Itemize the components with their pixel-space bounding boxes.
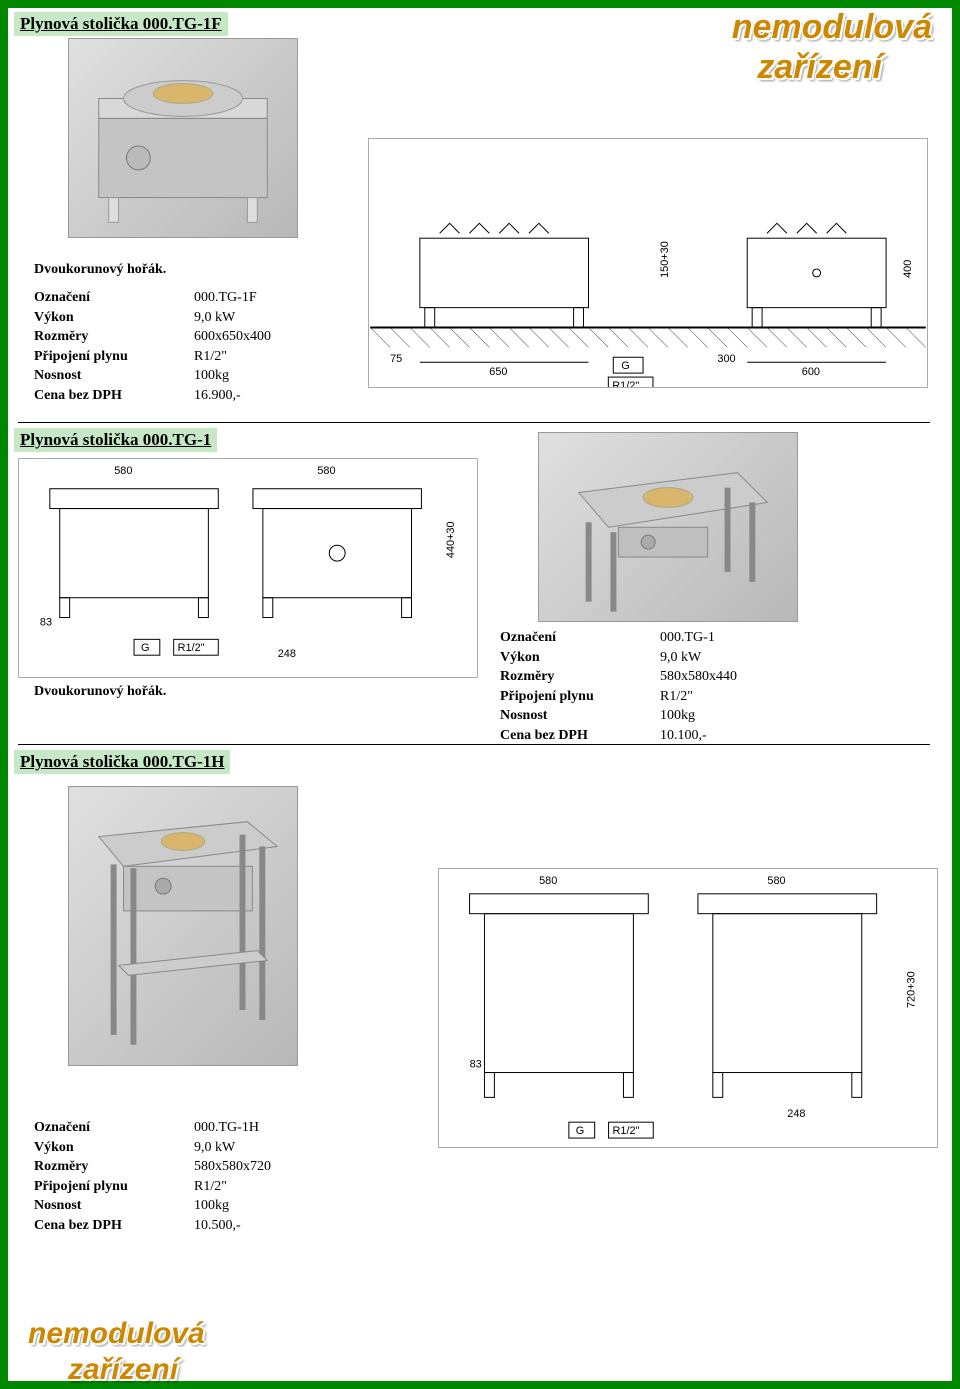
product1-photo-svg [69, 39, 297, 237]
spec-value: 100kg [660, 706, 695, 726]
product2-subhead: Dvoukorunový hořák. [34, 684, 166, 700]
svg-text:650: 650 [489, 366, 507, 378]
svg-text:580: 580 [539, 875, 557, 887]
product2-title: Plynová stolička 000.TG-1 [14, 428, 217, 452]
svg-text:400: 400 [902, 260, 914, 278]
spec-value: 10.500,- [194, 1216, 241, 1236]
svg-text:580: 580 [767, 875, 785, 887]
svg-text:300: 300 [717, 353, 735, 365]
spec-value: 000.TG-1 [660, 628, 715, 648]
spec-label: Rozměry [34, 327, 194, 347]
product3-photo [68, 786, 298, 1066]
spec-value: R1/2" [194, 347, 227, 367]
spec-label: Rozměry [34, 1157, 194, 1177]
product2-diagram: 580 580 440+30 83 248 G R1/2" [18, 458, 478, 678]
spec-value: 580x580x720 [194, 1157, 271, 1177]
spec-value: 600x650x400 [194, 327, 271, 347]
page-footer-line2: zařízení [68, 1353, 932, 1387]
spec-value: 16.900,- [194, 386, 241, 406]
product3-spec-table: Označení000.TG-1H Výkon9,0 kW Rozměry580… [34, 1118, 271, 1236]
svg-text:720+30: 720+30 [905, 971, 917, 1008]
spec-value: 580x580x440 [660, 667, 737, 687]
spec-value: R1/2" [194, 1177, 227, 1197]
spec-label: Cena bez DPH [500, 726, 660, 746]
svg-text:G: G [141, 642, 149, 654]
svg-text:G: G [621, 360, 629, 372]
svg-text:248: 248 [278, 648, 296, 660]
page-heading-line2: zařízení [757, 48, 882, 87]
spec-value: 9,0 kW [194, 1138, 235, 1158]
spec-label: Nosnost [500, 706, 660, 726]
page-footer-line1: nemodulová [28, 1317, 932, 1351]
svg-text:R1/2": R1/2" [612, 380, 639, 387]
spec-label: Cena bez DPH [34, 1216, 194, 1236]
svg-text:440+30: 440+30 [445, 521, 457, 558]
spec-label: Rozměry [500, 667, 660, 687]
spec-label: Označení [500, 628, 660, 648]
svg-text:248: 248 [787, 1108, 805, 1120]
svg-text:R1/2": R1/2" [613, 1125, 640, 1137]
spec-label: Výkon [34, 308, 194, 328]
spec-label: Výkon [500, 648, 660, 668]
svg-text:580: 580 [317, 465, 335, 477]
product2-spec-table: Označení000.TG-1 Výkon9,0 kW Rozměry580x… [500, 628, 737, 746]
spec-value: R1/2" [660, 687, 693, 707]
section-divider [18, 744, 930, 745]
spec-label: Nosnost [34, 1196, 194, 1216]
product1-subhead: Dvoukorunový hořák. [34, 262, 166, 278]
spec-value: 000.TG-1H [194, 1118, 259, 1138]
product1-photo [68, 38, 298, 238]
spec-label: Připojení plynu [34, 1177, 194, 1197]
spec-label: Výkon [34, 1138, 194, 1158]
svg-text:83: 83 [40, 616, 52, 628]
spec-value: 100kg [194, 1196, 229, 1216]
section-divider [18, 422, 930, 423]
svg-text:75: 75 [390, 353, 402, 365]
product3-title: Plynová stolička 000.TG-1H [14, 750, 230, 774]
spec-label: Označení [34, 1118, 194, 1138]
svg-text:83: 83 [470, 1059, 482, 1071]
svg-text:G: G [576, 1125, 584, 1137]
product1-diagram: 650 75 600 300 G R1/2" 150+30 400 [368, 138, 928, 388]
spec-label: Cena bez DPH [34, 386, 194, 406]
product1-title: Plynová stolička 000.TG-1F [14, 12, 228, 36]
spec-value: 9,0 kW [660, 648, 701, 668]
spec-value: 9,0 kW [194, 308, 235, 328]
spec-label: Označení [34, 288, 194, 308]
page-heading-line1: nemodulová [732, 8, 932, 47]
svg-text:150+30: 150+30 [659, 241, 671, 278]
svg-text:600: 600 [802, 366, 820, 378]
spec-label: Nosnost [34, 366, 194, 386]
product2-photo [538, 432, 798, 622]
spec-value: 000.TG-1F [194, 288, 257, 308]
product1-spec-table: Označení000.TG-1F Výkon9,0 kW Rozměry600… [34, 288, 271, 406]
svg-text:580: 580 [114, 465, 132, 477]
spec-label: Připojení plynu [34, 347, 194, 367]
spec-value: 10.100,- [660, 726, 707, 746]
product3-diagram: 580 580 720+30 83 248 G R1/2" [438, 868, 938, 1148]
svg-text:R1/2": R1/2" [178, 642, 205, 654]
spec-label: Připojení plynu [500, 687, 660, 707]
spec-value: 100kg [194, 366, 229, 386]
